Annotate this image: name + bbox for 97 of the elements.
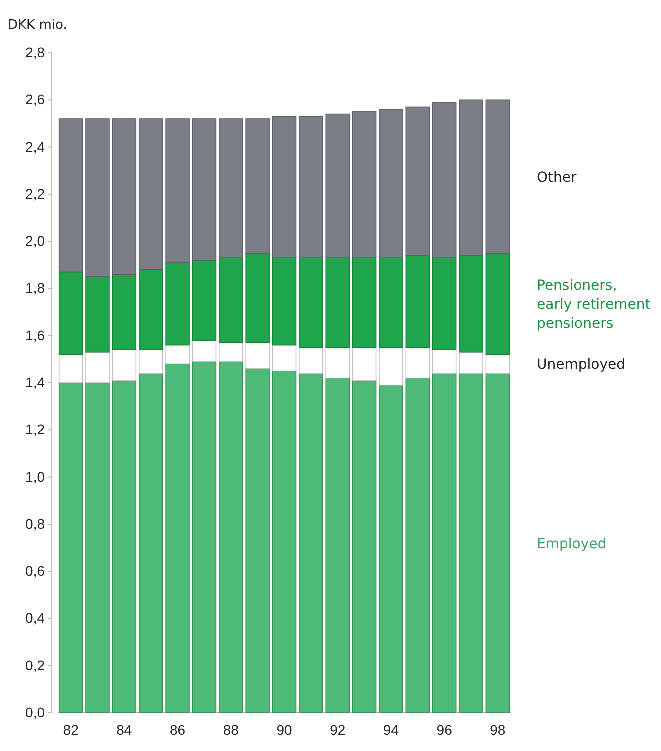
bar (58, 382, 84, 714)
bar (58, 272, 84, 356)
bar (406, 347, 430, 379)
bar (138, 269, 164, 350)
y-tick-label: 1,2 (26, 422, 46, 438)
bar (379, 258, 404, 348)
bar (112, 350, 137, 382)
bar (486, 373, 510, 714)
bar (166, 262, 190, 346)
bar (58, 354, 84, 384)
bar (326, 258, 350, 348)
bar (219, 118, 244, 258)
bar (138, 373, 164, 714)
y-tick-label: 1,0 (26, 468, 46, 485)
bar (272, 258, 297, 346)
x-tick-label: 88 (223, 722, 240, 738)
bar (246, 342, 270, 370)
series-label: Unemployed (537, 357, 626, 374)
bar (166, 364, 190, 714)
x-tick-label: 94 (383, 722, 400, 738)
bar (486, 100, 510, 254)
bar (86, 118, 110, 278)
bar (459, 100, 484, 256)
bar (299, 373, 324, 714)
y-tick-label: 2,8 (26, 44, 46, 60)
y-tick-label: 0,8 (26, 516, 46, 532)
bar (352, 258, 377, 348)
bar (326, 347, 350, 379)
y-tick-label: 0,4 (26, 610, 46, 626)
bar (192, 340, 217, 362)
bar (86, 276, 110, 353)
y-tick-label: 2,2 (26, 186, 46, 202)
bar (379, 109, 404, 258)
bar (112, 380, 137, 714)
series-label: Other (537, 170, 577, 186)
bar (246, 252, 270, 344)
bar (326, 114, 350, 258)
bar (432, 102, 457, 258)
bar (166, 344, 190, 365)
y-tick-label: 2,0 (26, 233, 46, 250)
bar (246, 118, 270, 254)
bar (352, 347, 377, 382)
bar (166, 118, 190, 264)
bar (379, 384, 404, 714)
series-label: Employed (537, 536, 607, 552)
bar (352, 112, 377, 258)
bar (326, 378, 350, 714)
y-axis-title: DKK mio. (8, 18, 68, 33)
bar (219, 342, 244, 362)
bar (459, 373, 484, 714)
bar (219, 258, 244, 344)
x-tick-label: 92 (330, 722, 346, 738)
bar (86, 352, 110, 384)
bar (112, 274, 137, 350)
y-tick-label: 1,4 (26, 374, 46, 390)
series-label: Pensioners, early retirement pensioners (537, 278, 652, 332)
bar (299, 347, 324, 374)
x-tick-label: 98 (490, 722, 506, 738)
bar (272, 370, 297, 714)
bar (272, 116, 297, 258)
y-tick-label: 0,0 (26, 704, 46, 720)
x-tick-label: 82 (63, 722, 80, 738)
bar (272, 344, 297, 372)
bar (379, 347, 404, 386)
y-tick-label: 1,6 (26, 327, 46, 344)
y-tick-label: 0,6 (26, 563, 46, 580)
y-tick-label: 0,2 (26, 657, 46, 674)
bar (219, 361, 244, 714)
bar (406, 106, 430, 256)
bar (432, 373, 457, 714)
bar (138, 350, 164, 374)
bar (486, 354, 510, 374)
bar (432, 258, 457, 350)
y-tick-label: 1,8 (26, 280, 46, 296)
bar (192, 361, 217, 714)
bar (432, 350, 457, 374)
bar (299, 258, 324, 348)
bar (406, 378, 430, 714)
x-tick-label: 96 (436, 722, 453, 738)
bar (486, 252, 510, 356)
bar (138, 118, 164, 270)
bar (192, 260, 217, 341)
bar (112, 118, 137, 275)
bar (192, 118, 217, 261)
x-tick-label: 86 (170, 722, 186, 738)
bar (459, 255, 484, 353)
x-tick-label: 84 (116, 722, 132, 738)
bar (352, 380, 377, 714)
x-tick-label: 90 (276, 722, 292, 738)
bar (246, 368, 270, 714)
bar (406, 255, 430, 348)
y-tick-label: 2,6 (26, 92, 46, 108)
bar (58, 118, 84, 273)
bar (86, 382, 110, 714)
y-tick-label: 2,4 (26, 138, 46, 155)
bar (459, 352, 484, 374)
bar (299, 116, 324, 258)
